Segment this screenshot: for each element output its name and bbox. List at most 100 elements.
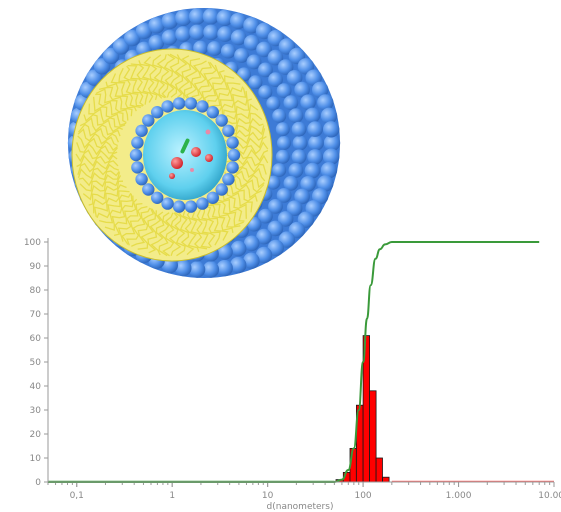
lipid-headgroup	[286, 200, 303, 216]
lipid-tail	[178, 55, 192, 99]
lipid-tail	[174, 54, 188, 98]
encapsulated-payload	[169, 129, 213, 179]
lipid-headgroup-inner	[172, 97, 186, 110]
lipid-headgroup	[189, 24, 205, 41]
size-distribution-chart: 0 10 20 30 40 50 60 70 80 90 100 0,1 1 10 100 1.000 10.…	[24, 238, 561, 512]
lipid-headgroup	[258, 62, 273, 78]
lipid-headgroup	[161, 12, 178, 30]
lipid-headgroup-inner	[215, 183, 228, 196]
lipid-headgroup	[217, 244, 233, 260]
lipid-tail	[203, 69, 225, 109]
lipid-tail	[113, 198, 138, 237]
lipid-headgroup	[276, 83, 292, 98]
lipid-headgroup-inner	[196, 197, 209, 210]
x-tick-label: 0,1	[70, 491, 84, 501]
lipid-tail	[77, 135, 118, 151]
lipid-headgroup	[230, 12, 247, 30]
lipid-headgroup	[230, 29, 247, 46]
lipid-tail	[110, 73, 141, 109]
lipid-headgroup-inner	[161, 100, 174, 113]
lipid-headgroup	[202, 261, 220, 278]
lipid-tail	[169, 212, 182, 257]
x-tick-label: 1.000	[446, 491, 472, 501]
lipid-headgroup	[323, 134, 341, 152]
lipid-tail	[199, 204, 229, 241]
lipid-headgroup-inner	[135, 124, 148, 137]
lipid-headgroup	[312, 81, 329, 99]
payload-pink-molecule	[190, 168, 194, 172]
lipid-headgroup	[248, 75, 263, 90]
lipid-headgroup	[294, 81, 310, 98]
lipid-tail	[127, 64, 149, 105]
lipid-headgroup	[276, 188, 292, 203]
lipid-tail	[104, 195, 134, 231]
y-tick-label: 20	[30, 430, 42, 440]
lipid-headgroup	[283, 175, 299, 191]
lipid-headgroup	[305, 69, 322, 86]
x-tick-label: 10.000	[538, 491, 561, 501]
lipid-headgroup-inner	[227, 148, 241, 162]
lipid-headgroup	[294, 188, 310, 205]
lipid-headgroup	[291, 121, 307, 137]
lipid-headgroup	[312, 188, 329, 205]
lipid-headgroup	[291, 149, 307, 165]
lipid-headgroup	[202, 8, 220, 25]
lipid-headgroup	[288, 108, 304, 123]
lipid-headgroup	[148, 34, 165, 51]
y-tick-label: 0	[35, 478, 41, 488]
lipid-headgroup-inner	[226, 161, 239, 174]
lipid-tail	[82, 175, 122, 201]
lipid-tail	[126, 207, 151, 246]
inner-headgroup-layer	[129, 97, 241, 213]
histogram-bar	[382, 476, 390, 483]
lipid-headgroup	[286, 70, 303, 86]
y-tick-label: 100	[24, 238, 41, 248]
lipid-tail	[117, 202, 143, 242]
lipid-headgroup-inner	[184, 97, 198, 110]
lipid-headgroup	[288, 163, 304, 178]
y-tick-label: 40	[30, 382, 42, 392]
x-tick-label: 100	[354, 491, 371, 501]
lipid-headgroup-inner	[172, 200, 186, 213]
lipid-headgroup	[256, 228, 272, 245]
lipid-headgroup	[161, 29, 178, 46]
lipid-tail	[192, 62, 218, 103]
lipid-headgroup	[258, 208, 273, 224]
lipid-headgroup	[207, 41, 222, 56]
lipid-tail	[186, 60, 207, 101]
x-axis-label: d(nanometers)	[267, 502, 334, 512]
lipid-headgroup	[283, 95, 299, 111]
lipid-headgroup	[148, 17, 165, 34]
lipid-tail	[78, 170, 120, 187]
lipid-headgroup-inner	[206, 191, 219, 204]
payload-red-molecule	[191, 147, 201, 157]
lipid-headgroup	[307, 121, 323, 137]
lipid-headgroup	[234, 48, 249, 63]
payload-pink-molecule	[205, 129, 211, 135]
cumulative-curve	[48, 240, 540, 484]
y-tick-label: 90	[30, 262, 42, 272]
lipid-headgroup	[292, 135, 308, 151]
lipid-headgroup	[175, 26, 191, 42]
x-tick-label: 1	[169, 491, 175, 501]
lipid-headgroup	[272, 108, 287, 123]
lipid-headgroup	[320, 162, 338, 179]
lipid-tail	[88, 103, 126, 128]
lipid-tail	[178, 211, 195, 256]
lipid-tail	[197, 205, 221, 246]
lipid-headgroup	[308, 135, 324, 151]
lipid-tail	[137, 208, 157, 250]
lipid-tail	[208, 196, 241, 228]
lipid-headgroup	[220, 43, 236, 59]
lipid-headgroup-inner	[222, 173, 235, 186]
lipid-headgroup	[300, 94, 316, 110]
lipid-tail	[93, 190, 130, 218]
histogram-bar	[369, 390, 377, 483]
lipid-tail	[196, 205, 216, 248]
lipid-tail	[189, 61, 213, 101]
y-tick-label: 30	[30, 406, 42, 416]
lipid-headgroup	[243, 34, 260, 51]
lipid-tail	[208, 82, 241, 114]
lipid-headgroup	[267, 49, 284, 66]
